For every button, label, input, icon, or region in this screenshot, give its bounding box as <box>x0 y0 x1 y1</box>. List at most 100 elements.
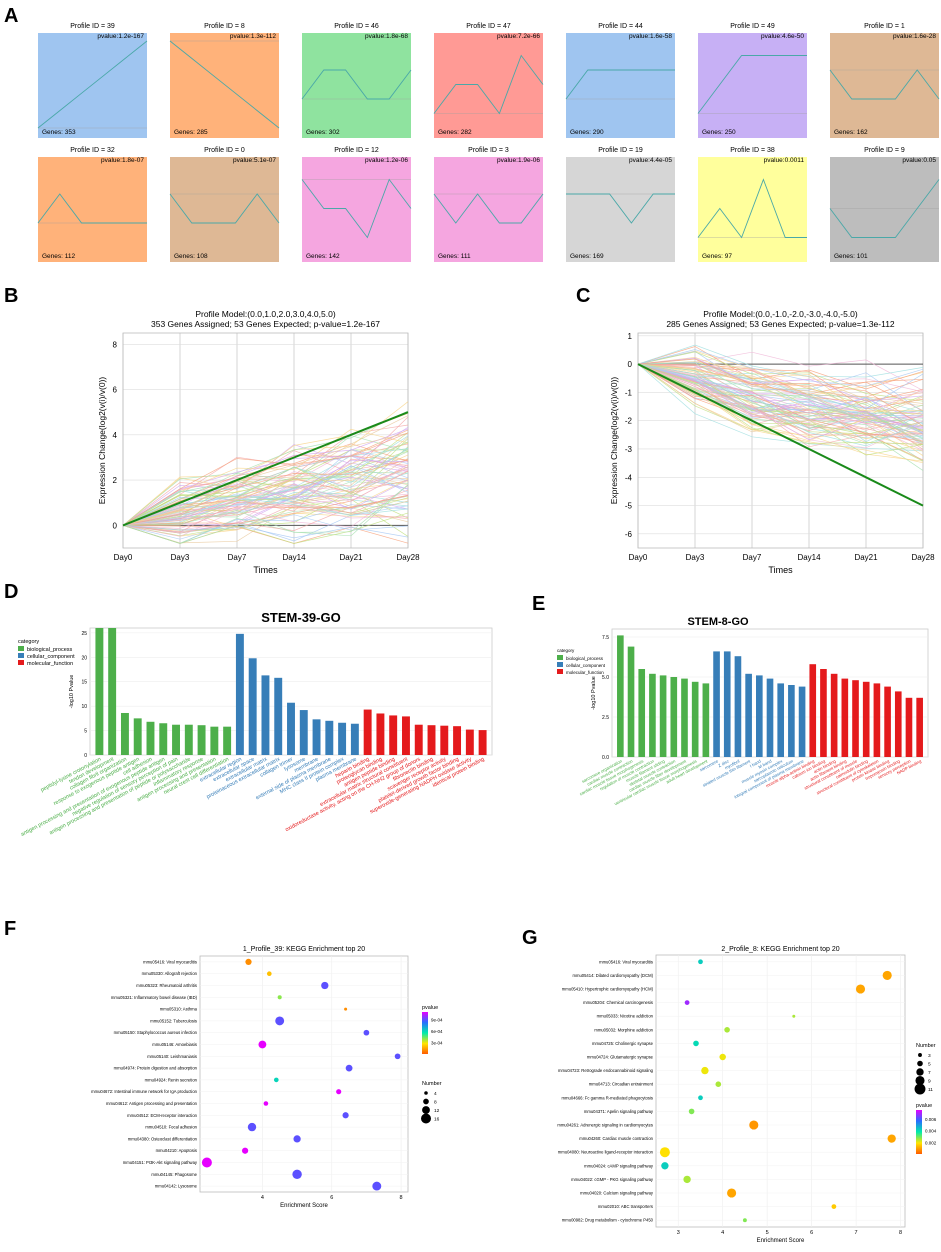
panel-c-gene-line <box>637 358 924 427</box>
panel-f-term-17: mmu04210: Apoptosis <box>156 1148 197 1153</box>
panel-g-size-dot-2 <box>916 1068 924 1076</box>
panel-f-xtick-2: 8 <box>400 1195 403 1201</box>
panel-d-bar-10 <box>210 726 219 755</box>
profile-3-tile <box>302 33 411 138</box>
panel-f-dot-3 <box>321 981 329 990</box>
panel-c-model-line <box>637 363 924 507</box>
panel-b-xtick-4: Day21 <box>339 553 363 562</box>
panel-b-ytick-1: 2 <box>113 476 118 485</box>
panel-d-bar-26 <box>414 724 423 755</box>
panel-b-gene-line <box>122 493 409 531</box>
panel-d-bar-7 <box>172 724 180 755</box>
panel-d-bar-4 <box>133 718 142 755</box>
panel-e-bar-26 <box>884 686 891 757</box>
panel-e-legend-swatch-2 <box>557 662 563 667</box>
panel-c-gene-line <box>637 363 924 393</box>
panel-f-title: 1_Profile_39: KEGG Enrichment top 20 <box>243 946 365 953</box>
profile-9-genes: Genes: 108 <box>174 253 208 260</box>
panel-f-colorbar-label-0: 9e-04 <box>431 1018 443 1023</box>
panel-d-bar-20 <box>338 722 347 755</box>
panel-f-colorbar <box>422 1012 428 1054</box>
profile-8-title: Profile ID = 32 <box>70 147 115 154</box>
panel-e-ytick-2: 5.0 <box>602 675 609 681</box>
panel-d-bar-22 <box>363 709 372 755</box>
panel-f-size-dot-0 <box>424 1091 428 1095</box>
panel-c-ylabel: Expression Change(log2(v(i)/v(0)) <box>609 377 619 505</box>
panel-e-bar-1 <box>617 635 624 757</box>
panel-b-subtitle: 353 Genes Assigned; 53 Genes Expected; p… <box>151 319 380 329</box>
profile-12-tile <box>566 157 675 262</box>
panel-f-term-8: mmu05146: Amoebiasis <box>152 1042 197 1047</box>
profile-8-genes: Genes: 112 <box>42 253 76 260</box>
panel-b-gene-line <box>122 432 409 526</box>
panel-d-bar-11 <box>223 726 232 755</box>
panel-f-xtick-1: 6 <box>330 1195 333 1201</box>
panel-f-term-10: mmu04974: Protein digestion and absorpti… <box>114 1066 198 1071</box>
panel-e-bar-23 <box>852 680 859 757</box>
panel-c-gene-line <box>637 363 924 430</box>
profile-9-trend-line <box>169 193 280 224</box>
panel-g-term-5: mmu05033: Nicotine addiction <box>597 1014 654 1019</box>
panel-c-gene-line <box>637 363 924 452</box>
profile-10-genes: Genes: 142 <box>306 253 340 260</box>
panel-g-term-12: mmu04371: Apelin signaling pathway <box>584 1109 654 1114</box>
panel-b-gene-line <box>122 451 409 526</box>
panel-g-term-9: mmu04723: Retrograde endocannabinoid sig… <box>558 1068 654 1073</box>
panel-d-bar-14 <box>261 675 270 755</box>
panel-f-dot-15 <box>247 1122 257 1132</box>
panel-d-legend-swatch-2 <box>18 653 24 658</box>
profile-7-pvalue: pvalue:1.6e-28 <box>893 33 936 40</box>
panel-f-term-6: mmu05152: Tuberculosis <box>150 1018 197 1023</box>
profile-1-trend-line <box>37 40 148 129</box>
profile-4-tile <box>434 33 543 138</box>
profile-6-title: Profile ID = 49 <box>730 23 775 30</box>
profile-9-title: Profile ID = 0 <box>204 147 245 154</box>
panel-f-size-dot-2 <box>422 1106 430 1114</box>
panel-g-term-14: mmu04260: Cardiac muscle contraction <box>579 1136 653 1141</box>
panel-d-bar-18 <box>312 719 321 755</box>
panel-b-gene-line <box>122 497 409 526</box>
panel-b-gene-line <box>122 472 409 526</box>
panel-c-ytick-0: 1 <box>628 332 633 341</box>
panel-c-gene-line <box>637 363 924 434</box>
panel-g-dot-9 <box>701 1066 709 1075</box>
panel-e-bar-4 <box>649 673 656 757</box>
panel-f-dot-11 <box>273 1077 279 1083</box>
panel-g-term-8: mmu04724: Glutamatergic synapse <box>587 1055 654 1060</box>
panel-d-bar-6 <box>159 723 168 755</box>
panel-g-size-label-1: 5 <box>928 1062 931 1068</box>
panel-f-term-4: mmu05321: Inflammatory bowel disease (IB… <box>111 995 198 1000</box>
panel-c-gene-line <box>638 363 924 410</box>
panel-letter-f: F <box>4 918 16 940</box>
panel-g-dot-14 <box>887 1134 896 1143</box>
panel-c-gene-line <box>637 363 924 425</box>
panel-letter-a: A <box>4 5 18 27</box>
panel-d-bar-3 <box>120 712 129 755</box>
profile-2-tile <box>170 33 279 138</box>
panel-g-size-label-4: 11 <box>928 1087 933 1093</box>
panel-g-term-16: mmu04024: cAMP signaling pathway <box>584 1163 654 1168</box>
panel-letter-g: G <box>522 927 538 949</box>
panel-e-ylabel: -log10 Pvalue <box>591 676 597 710</box>
panel-g-xtick-2: 5 <box>766 1230 769 1236</box>
profile-11-genes: Genes: 111 <box>438 253 471 260</box>
panel-e-bar-24 <box>862 681 870 757</box>
panel-c-gene-line <box>637 351 924 402</box>
profile-3-trend-line <box>301 69 412 100</box>
profile-14-trend-line <box>829 179 940 238</box>
panel-f-term-19: mmu04145: Phagosome <box>151 1172 197 1177</box>
profile-6-genes: Genes: 250 <box>702 129 736 136</box>
profile-5-trend-line <box>565 69 675 100</box>
panel-e-bar-3 <box>638 669 646 757</box>
profile-4-title: Profile ID = 47 <box>466 23 511 30</box>
panel-e-bar-18 <box>798 686 806 757</box>
panel-g-xtick-4: 7 <box>855 1230 858 1236</box>
panel-g-term-19: mmu02010: ABC transporters <box>598 1204 653 1209</box>
panel-b-gene-line <box>122 435 409 526</box>
panel-c-gene-line <box>637 363 924 435</box>
panel-g-term-17: mmu04022: cGMP - PKG signaling pathway <box>571 1177 654 1182</box>
panel-b-ytick-0: 0 <box>113 521 118 530</box>
panel-g-xlabel: Enrichment Score <box>757 1238 805 1244</box>
panel-e-legend-label-2: cellular_component <box>566 663 606 668</box>
panel-g-term-7: mmu04725: Cholinergic synapse <box>592 1041 654 1046</box>
